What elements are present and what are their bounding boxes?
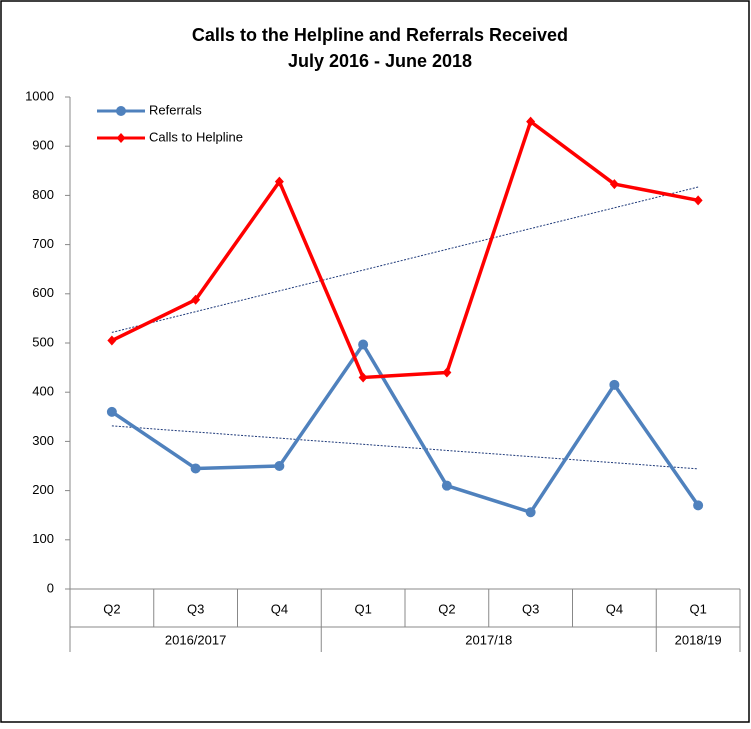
y-tick-label: 400 xyxy=(32,384,54,399)
point xyxy=(190,463,201,474)
y-tick-label: 800 xyxy=(32,187,54,202)
x-tick-label: Q4 xyxy=(271,601,288,616)
point xyxy=(442,367,452,378)
y-tick-label: 100 xyxy=(32,531,54,546)
line xyxy=(111,119,699,380)
group-label: 2017/18 xyxy=(465,632,512,647)
legend-label: Referrals xyxy=(149,102,202,117)
y-tick-label: 700 xyxy=(32,236,54,251)
y-tick-label: 0 xyxy=(47,580,54,595)
trendline xyxy=(111,186,699,333)
y-tick-label: 300 xyxy=(32,433,54,448)
y-tick-label: 600 xyxy=(32,285,54,300)
y-tick-label: 200 xyxy=(32,482,54,497)
point xyxy=(693,500,704,511)
y-tick-label: 1000 xyxy=(25,88,54,103)
point xyxy=(693,195,703,206)
point xyxy=(358,372,368,383)
point xyxy=(441,480,452,491)
x-tick-label: Q2 xyxy=(438,601,455,616)
point xyxy=(526,116,536,127)
x-tick-label: Q1 xyxy=(354,601,371,616)
point xyxy=(358,339,369,350)
legend-marker xyxy=(116,106,126,116)
legend-marker xyxy=(116,133,126,143)
x-tick-label: Q4 xyxy=(606,601,623,616)
x-tick-label: Q2 xyxy=(103,601,120,616)
group-label: 2016/2017 xyxy=(165,632,226,647)
point xyxy=(525,507,536,518)
point xyxy=(191,294,201,305)
y-tick-label: 900 xyxy=(32,138,54,153)
point xyxy=(274,461,285,471)
point xyxy=(274,176,284,187)
line xyxy=(110,342,700,514)
x-tick-label: Q3 xyxy=(522,601,539,616)
chart-title: Calls to the Helpline and Referrals Rece… xyxy=(192,25,568,45)
point xyxy=(107,335,117,346)
chart-subtitle: July 2016 - June 2018 xyxy=(288,51,472,71)
point xyxy=(106,406,117,417)
x-tick-label: Q1 xyxy=(689,601,706,616)
y-tick-label: 500 xyxy=(32,334,54,349)
x-tick-label: Q3 xyxy=(187,601,204,616)
point xyxy=(609,179,619,190)
point xyxy=(609,379,620,390)
legend-label: Calls to Helpline xyxy=(149,129,243,144)
group-label: 2018/19 xyxy=(675,632,722,647)
